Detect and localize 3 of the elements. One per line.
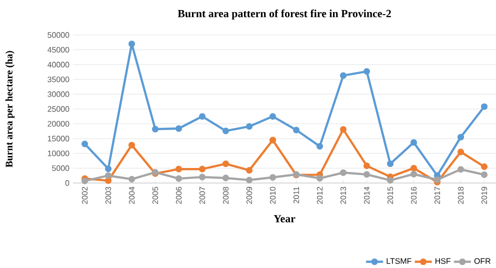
chart-title: Burnt area pattern of forest fire in Province-2 [178,9,391,20]
y-axis-title: Burnt area per hectare (ha) [5,50,14,168]
x-axis-title: Year [274,215,296,222]
